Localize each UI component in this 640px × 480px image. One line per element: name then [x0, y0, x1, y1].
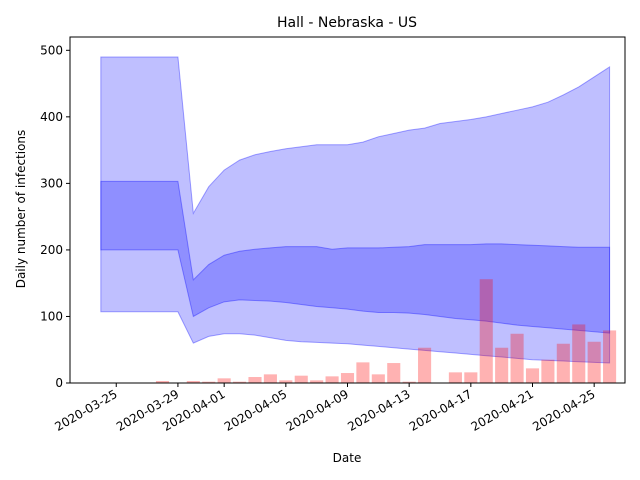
- y-tick-label: 100: [40, 309, 63, 323]
- infection-bar: [479, 279, 493, 383]
- infection-bar: [572, 324, 586, 383]
- x-tick-label: 2020-04-17: [407, 387, 474, 434]
- x-tick-label: 2020-04-25: [530, 387, 597, 434]
- plot-area: [100, 56, 617, 383]
- infection-bar: [340, 373, 355, 383]
- x-tick-label: 2020-03-25: [52, 387, 119, 434]
- y-tick-label: 200: [40, 243, 63, 257]
- infection-bar: [325, 376, 339, 383]
- infection-bar: [418, 347, 432, 383]
- y-tick-label: 500: [40, 43, 63, 57]
- infection-bar: [155, 381, 170, 383]
- infection-bar: [448, 372, 462, 383]
- inner-band: [100, 180, 611, 334]
- infection-bar: [310, 380, 324, 383]
- infection-bar: [525, 368, 540, 383]
- x-tick-label: 2020-04-09: [284, 387, 351, 434]
- infection-bar: [217, 378, 231, 383]
- y-axis-label: Daily number of infections: [14, 130, 28, 289]
- infection-bar: [294, 375, 308, 383]
- infection-bar: [356, 362, 370, 383]
- x-axis-label: Date: [333, 451, 362, 465]
- infection-bar: [556, 343, 570, 383]
- infection-bar: [371, 374, 385, 383]
- y-tick-label: 300: [40, 176, 63, 190]
- y-tick-label: 400: [40, 110, 63, 124]
- infection-bar: [587, 341, 601, 383]
- x-tick-label: 2020-04-21: [469, 387, 536, 434]
- outer-band: [100, 56, 611, 364]
- infection-bar: [263, 374, 277, 383]
- infection-bar: [402, 381, 416, 383]
- infection-bar: [510, 333, 524, 383]
- x-axis: 2020-03-252020-03-292020-04-012020-04-05…: [52, 383, 598, 434]
- infection-bar: [541, 359, 555, 383]
- infection-bar: [387, 363, 401, 383]
- chart-title: Hall - Nebraska - US: [277, 15, 417, 31]
- plot-frame: [69, 36, 626, 384]
- infection-bar: [233, 381, 247, 383]
- infection-bar: [603, 330, 617, 383]
- infection-bar: [202, 381, 216, 383]
- y-tick-label: 0: [55, 376, 63, 390]
- infection-bar: [464, 372, 478, 383]
- x-tick-label: 2020-04-05: [222, 387, 289, 434]
- infection-bar: [248, 377, 262, 383]
- x-tick-label: 2020-04-13: [345, 387, 412, 434]
- infection-bar: [279, 380, 293, 383]
- infection-bar: [495, 347, 509, 383]
- y-axis: 0 100 200 300 400 500: [40, 43, 70, 390]
- infection-bar: [186, 381, 200, 383]
